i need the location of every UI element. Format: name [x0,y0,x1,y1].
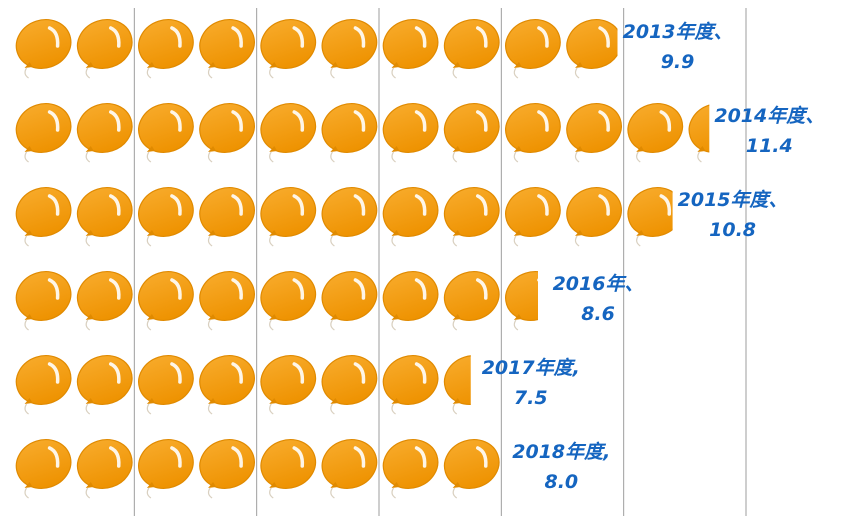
balloon [505,103,561,163]
data-label-value: 8.0 [544,471,578,493]
balloon [199,187,255,247]
balloon [76,271,133,331]
bar-2015年度 [15,187,673,247]
data-label-category: 2015年度、 [678,189,788,211]
balloon [260,187,317,247]
balloon [199,439,255,499]
bars [15,19,710,499]
balloon [382,439,439,499]
balloon [443,103,500,163]
balloon [505,19,561,79]
balloon [260,19,317,79]
data-label-category: 2013年度、 [623,21,733,43]
balloon [15,355,72,415]
data-label-value: 11.4 [746,135,793,157]
balloon [76,103,133,163]
data-label-value: 8.6 [581,303,615,325]
balloon [321,355,378,415]
balloon [76,19,133,79]
balloon [382,355,439,415]
balloon [443,187,500,247]
balloon [382,19,439,79]
data-label-category: 2016年、 [553,273,644,295]
balloon [566,19,618,79]
balloon [138,19,194,79]
balloon [382,103,439,163]
data-label-category: 2018年度, [512,441,610,463]
balloon [321,271,378,331]
balloon [382,187,439,247]
balloon [443,19,500,79]
balloon [260,103,317,163]
balloon [566,103,622,163]
balloon [15,439,72,499]
balloon [138,439,194,499]
bar-2014年度 [15,103,710,163]
balloon [505,271,539,331]
balloon [138,271,194,331]
data-label-category: 2014年度、 [714,105,824,127]
data-label-category: 2017年度, [482,357,580,379]
balloon [76,439,133,499]
balloon [443,271,500,331]
balloon [260,355,317,415]
balloon [15,187,72,247]
bar-2013年度 [15,19,618,79]
balloon [321,187,378,247]
balloon [260,271,317,331]
balloon [382,271,439,331]
balloon [443,355,471,415]
balloon [138,355,194,415]
data-label-value: 10.8 [709,219,756,241]
data-labels: 2013年度、 9.9 2014年度、 11.4 2015年度、 10.8 2016年、 8.… [482,21,825,493]
balloon [260,439,317,499]
balloon [321,19,378,79]
balloon [15,19,72,79]
balloon [76,355,133,415]
balloon [15,271,72,331]
balloon [627,103,684,163]
balloon [199,355,255,415]
balloon [138,187,194,247]
bar-2016年 [15,271,539,331]
balloon [321,103,378,163]
balloon [76,187,133,247]
balloon [199,271,255,331]
balloon [138,103,194,163]
balloon [627,187,673,247]
bar-2017年度 [15,355,471,415]
bar-2018年度 [15,439,500,499]
balloon [199,103,255,163]
data-label-value: 7.5 [514,387,548,409]
balloon [566,187,622,247]
gridlines [133,8,747,516]
data-label-value: 9.9 [661,51,695,73]
balloon [199,19,255,79]
balloon [15,103,72,163]
balloon [505,187,561,247]
balloon [443,439,500,499]
balloon [688,103,710,163]
balloon [321,439,378,499]
